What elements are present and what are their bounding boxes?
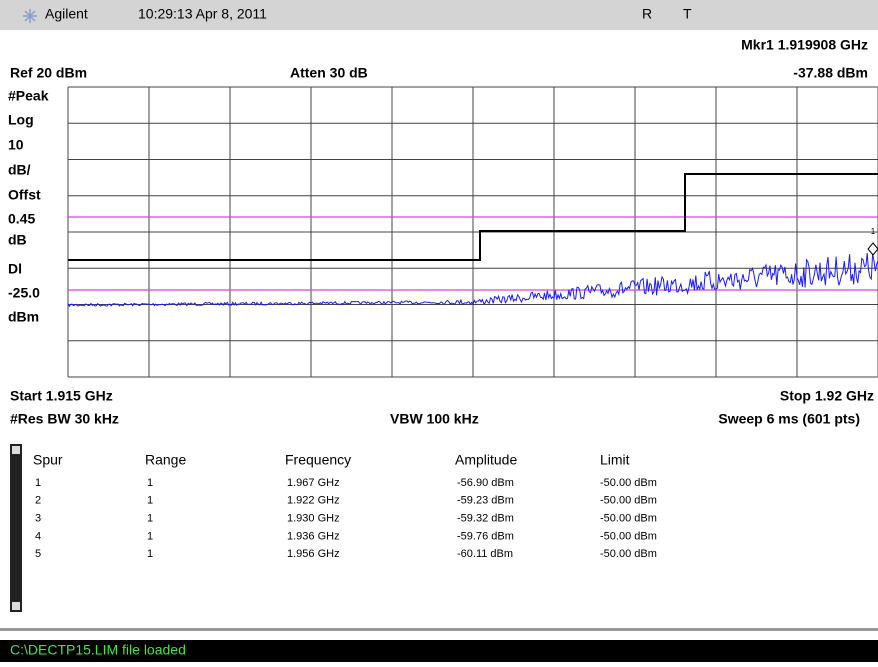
left-label: dBm <box>8 309 39 325</box>
left-label: -25.0 <box>8 285 40 301</box>
status-text: C:\DECTP15.LIM file loaded <box>10 642 186 658</box>
brand: Agilent <box>45 6 88 22</box>
table-cell: 3 <box>35 513 41 525</box>
column-header: Limit <box>600 452 630 468</box>
table-cell: -56.90 dBm <box>457 477 514 489</box>
left-label: dB <box>8 232 27 248</box>
r-indicator: R <box>642 6 652 22</box>
column-header: Spur <box>33 452 63 468</box>
table-cell: -50.00 dBm <box>600 513 657 525</box>
column-header: Frequency <box>285 452 351 468</box>
separator <box>0 628 878 631</box>
marker-number: 1 <box>871 227 876 236</box>
left-label: dB/ <box>8 162 31 178</box>
res-bw: #Res BW 30 kHz <box>10 411 119 427</box>
table-cell: -59.23 dBm <box>457 495 514 507</box>
table-cell: 4 <box>35 530 41 542</box>
logo <box>23 9 37 23</box>
vbw: VBW 100 kHz <box>390 411 479 427</box>
stop-freq: Stop 1.92 GHz <box>780 388 874 404</box>
attenuation: Atten 30 dB <box>290 65 368 81</box>
spur-table: Spur Range Frequency Amplitude Limit 1 1 1.967 … <box>33 452 657 560</box>
left-label: Dl <box>8 261 22 277</box>
table-cell: -50.00 dBm <box>600 548 657 560</box>
table-cell: -59.76 dBm <box>457 530 514 542</box>
marker-diamond <box>867 242 878 256</box>
left-label: 10 <box>8 137 24 153</box>
marker-readout: Mkr1 1.919908 GHz <box>741 37 868 53</box>
table-cell: 1 <box>147 477 153 489</box>
left-label: #Peak <box>8 88 49 104</box>
left-label: Log <box>8 112 34 128</box>
table-cell: 1.922 GHz <box>287 495 340 507</box>
status-bar <box>0 640 878 662</box>
table-cell: -50.00 dBm <box>600 495 657 507</box>
table-cell: -50.00 dBm <box>600 530 657 542</box>
ref-level: Ref 20 dBm <box>10 65 87 81</box>
table-cell: 1.967 GHz <box>287 477 340 489</box>
title-bar <box>0 0 878 30</box>
table-cell: 1 <box>147 495 153 507</box>
table-cell: 1 <box>147 548 153 560</box>
table-cell: 1.930 GHz <box>287 513 340 525</box>
table-cell: -60.11 dBm <box>457 548 513 560</box>
table-cell: -59.32 dBm <box>457 513 514 525</box>
graticule: 1 <box>67 86 878 378</box>
table-cell: 1 <box>35 477 41 489</box>
scroll-up[interactable] <box>12 446 20 454</box>
left-labels: #Peak Log 10 dB/Offst 0.45 dB Dl -25.0 dBm <box>8 88 49 325</box>
left-label: 0.45 <box>8 211 35 227</box>
sweep: Sweep 6 ms (601 pts) <box>718 411 860 427</box>
scrollbar[interactable] <box>10 444 22 612</box>
table-cell: 5 <box>35 548 41 560</box>
table-cell: 2 <box>35 495 41 507</box>
table-cell: -50.00 dBm <box>600 477 657 489</box>
t-indicator: T <box>683 6 692 22</box>
table-cell: 1 <box>147 530 153 542</box>
table-cell: 1.956 GHz <box>287 548 340 560</box>
column-header: Amplitude <box>455 452 517 468</box>
marker-amplitude: -37.88 dBm <box>793 65 868 81</box>
table-cell: 1.936 GHz <box>287 530 340 542</box>
scroll-down[interactable] <box>12 602 20 610</box>
table-cell: 1 <box>147 513 153 525</box>
left-label: Offst <box>8 187 41 203</box>
limit-line <box>68 173 878 261</box>
start-freq: Start 1.915 GHz <box>10 388 113 404</box>
clock: 10:29:13 Apr 8, 2011 <box>138 6 267 22</box>
trace <box>67 252 878 308</box>
column-header: Range <box>145 452 186 468</box>
